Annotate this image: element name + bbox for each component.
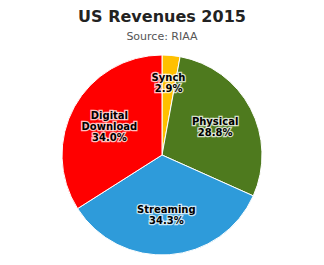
slices (62, 55, 262, 255)
value-label: 2.9% (155, 83, 183, 94)
chart: US Revenues 2015 Source: RIAA Synch2.9% Phy… (0, 0, 324, 265)
category-label: DigitalDownload (82, 110, 138, 132)
category-label: Physical (192, 116, 238, 127)
value-label: 34.0% (92, 132, 127, 143)
slice (62, 55, 162, 209)
label-line: Streaming (137, 204, 196, 215)
subtitle: Source: RIAA (126, 30, 198, 43)
label-line: Synch (152, 72, 186, 83)
category-label: Synch (152, 72, 186, 83)
data-label: Physical28.8% (192, 116, 238, 138)
title: US Revenues 2015 (78, 7, 246, 26)
label-line: Digital (91, 110, 128, 121)
data-label: DigitalDownload34.0% (82, 110, 138, 143)
label-line: Download (82, 121, 138, 132)
value-label: 28.8% (198, 127, 233, 138)
data-label: Synch2.9% (152, 72, 186, 94)
value-label: 34.3% (149, 215, 184, 226)
category-label: Streaming (137, 204, 196, 215)
data-labels: Synch2.9% Physical28.8% Streaming34.3% Digi… (82, 72, 239, 226)
data-label: Streaming34.3% (137, 204, 196, 226)
label-line: Physical (192, 116, 238, 127)
